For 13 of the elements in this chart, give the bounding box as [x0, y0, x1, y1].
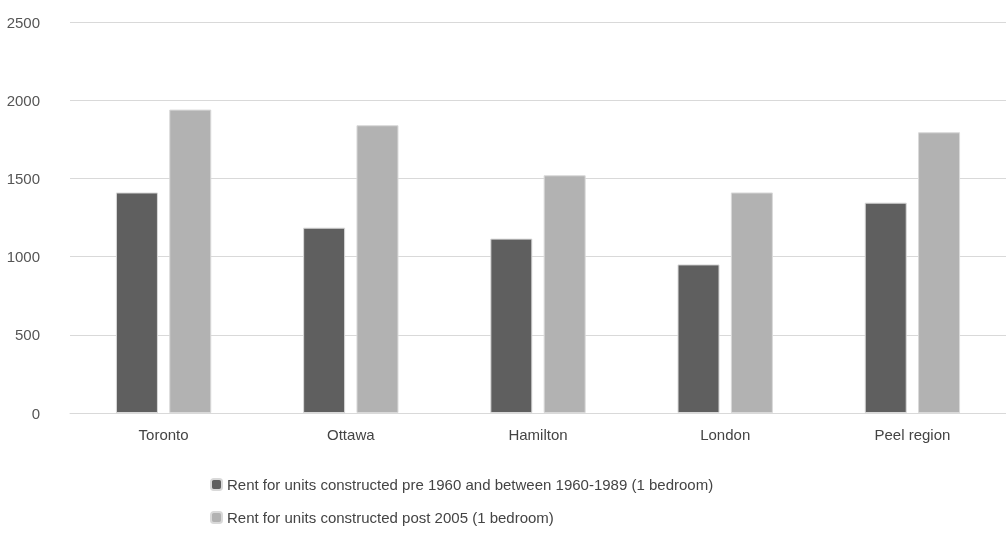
y-tick-label: 1000	[6, 248, 40, 266]
y-tick-label: 500	[14, 326, 40, 344]
y-tick-label: 1500	[6, 169, 40, 187]
y-tick-label: 2000	[6, 91, 40, 109]
x-tick-label: London	[700, 426, 751, 443]
legend-label: Rent for units constructed post 2005 (1 bedroom)	[227, 509, 554, 526]
y-tick-label: 0	[31, 404, 40, 422]
x-tick-label: Toronto	[138, 426, 189, 443]
x-tick-label: Peel region	[874, 426, 951, 443]
legend-label: Rent for units constructed pre 1960 and between 1960-1989 (1 bedroom)	[227, 476, 714, 493]
x-tick-label: Ottawa	[327, 426, 376, 443]
x-tick-label: Hamilton	[508, 426, 568, 443]
y-tick-label: 2500	[6, 13, 40, 31]
